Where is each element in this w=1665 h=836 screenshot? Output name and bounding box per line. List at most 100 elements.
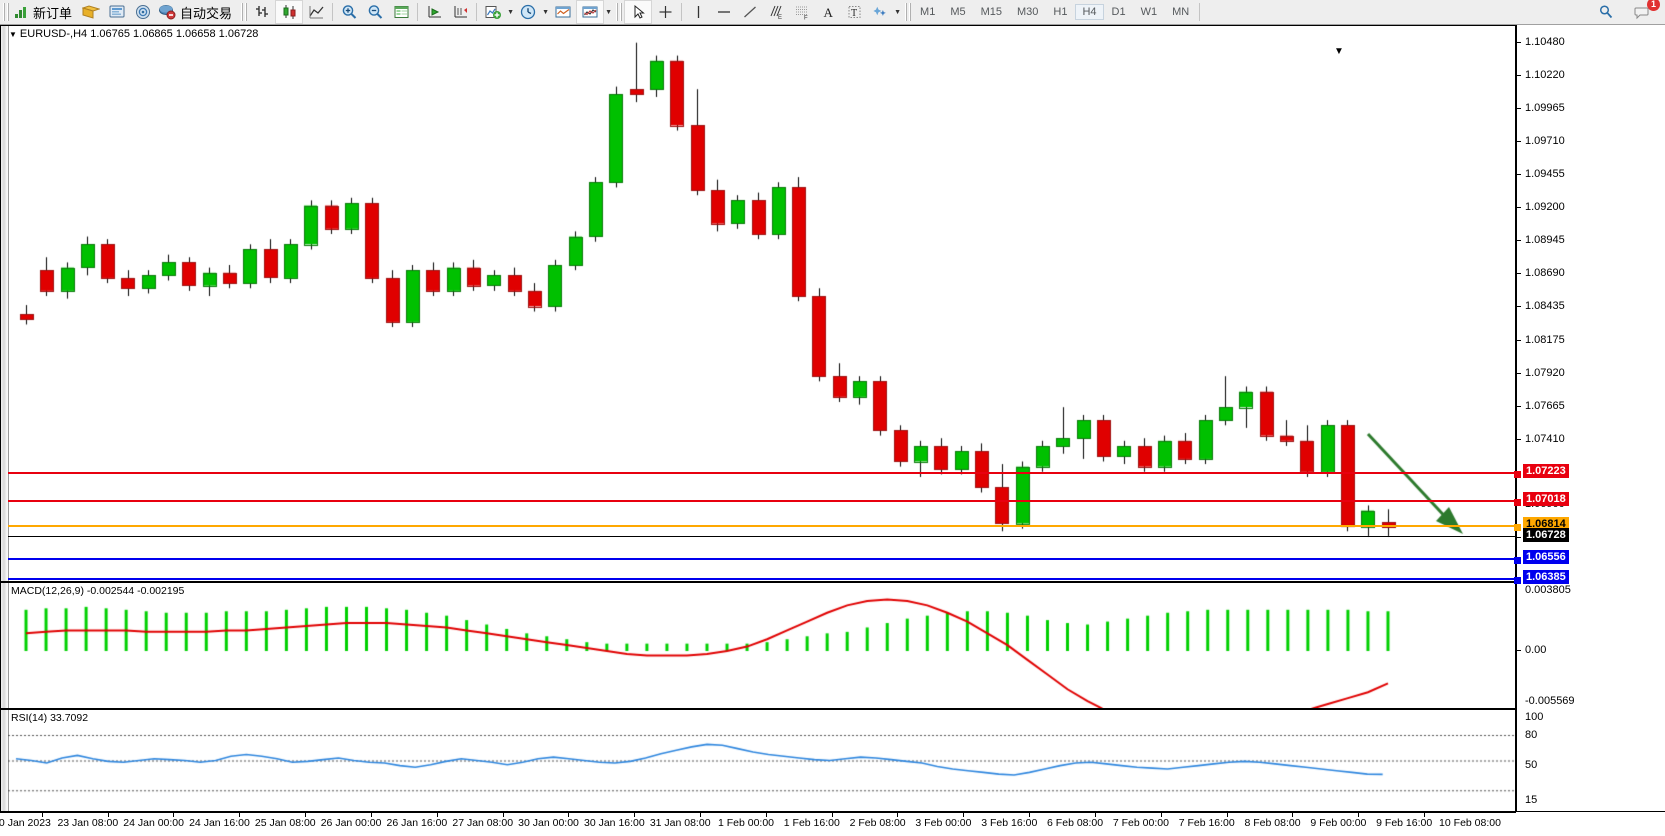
zoom-in-button[interactable] — [336, 1, 362, 23]
timeframe-m1[interactable]: M1 — [920, 6, 936, 18]
time-axis-tick — [1029, 813, 1031, 817]
time-axis-tick — [897, 813, 899, 817]
elliott-wave-button[interactable]: E — [763, 1, 789, 23]
line-chart-button[interactable] — [303, 1, 329, 23]
price-line[interactable] — [8, 471, 1521, 478]
cursor-button[interactable] — [624, 0, 653, 24]
price-pane[interactable]: ▼ EURUSD-,H4 1.06765 1.06865 1.06658 1.06… — [0, 25, 1521, 584]
price-axis-label: 1.07410 — [1525, 432, 1565, 445]
chart-collapse-icon[interactable]: ▼ — [9, 30, 17, 39]
rsi-pane[interactable]: RSI(14) 33.7092 — [0, 709, 1517, 812]
chart-title-text: EURUSD-,H4 1.06765 1.06865 1.06658 1.067… — [19, 28, 259, 40]
search-button[interactable] — [1593, 1, 1619, 23]
rsi-legend: RSI(14) 33.7092 — [11, 712, 89, 724]
text-button[interactable]: A — [815, 1, 841, 23]
toolbar-separator-2 — [417, 3, 419, 21]
chart-area[interactable]: ▼ EURUSD-,H4 1.06765 1.06865 1.06658 1.06… — [0, 25, 1665, 836]
toolbar-separator-3 — [476, 3, 478, 21]
price-canvas[interactable] — [8, 26, 1517, 581]
rsi-canvas[interactable] — [8, 710, 1517, 811]
price-line-handle[interactable] — [1514, 577, 1521, 584]
folder-button[interactable] — [78, 1, 104, 23]
chart-template-button[interactable] — [576, 0, 605, 24]
time-axis-tick — [173, 813, 175, 817]
period-dropdown-arrow[interactable]: ▼ — [542, 8, 549, 16]
label-button[interactable]: T — [841, 1, 867, 23]
timeframe-d1[interactable]: D1 — [1111, 6, 1126, 18]
time-axis-label: 3 Feb 00:00 — [915, 817, 972, 829]
price-line[interactable] — [8, 577, 1521, 584]
fibo-icon: F — [795, 6, 808, 20]
chart-shift-button[interactable] — [447, 1, 473, 23]
toolbar-grip-2[interactable] — [240, 3, 248, 21]
timeframe-h1[interactable]: H1 — [1053, 6, 1068, 18]
templates-button[interactable] — [550, 1, 576, 23]
trendline-button[interactable] — [737, 1, 763, 23]
chart-template-icon — [582, 6, 598, 18]
price-axis-label: 1.07665 — [1525, 399, 1565, 412]
terminal-button[interactable] — [104, 1, 130, 23]
price-axis[interactable]: 1.10480 1.10220 1.09965 1.09710 1.09455 1.092… — [1516, 25, 1665, 812]
price-axis-label: 1.08945 — [1525, 234, 1565, 247]
add-indicator-dropdown-arrow[interactable]: ▼ — [507, 8, 514, 16]
alert-button[interactable]: 1 — [1629, 0, 1660, 23]
horizontal-line-button[interactable] — [711, 1, 737, 23]
vertical-line-button[interactable] — [685, 1, 711, 23]
macd-legend: MACD(12,26,9) -0.002544 -0.002195 — [11, 585, 185, 597]
price-line-label[interactable]: 1.06814 — [1523, 517, 1569, 531]
chart-template-dropdown-arrow[interactable]: ▼ — [605, 8, 612, 16]
add-indicator-icon — [485, 6, 502, 19]
bar-chart-button[interactable] — [249, 1, 275, 23]
signal-button[interactable] — [130, 1, 156, 23]
price-line-handle[interactable] — [1514, 524, 1521, 531]
price-line[interactable] — [8, 536, 1517, 537]
macd-canvas[interactable] — [8, 583, 1517, 708]
rsi-axis-label: 15 — [1525, 794, 1538, 806]
autotrade-button[interactable]: 自动交易 — [156, 1, 238, 23]
time-axis[interactable]: 20 Jan 2023 23 Jan 08:00 24 Jan 00:00 24 Ja… — [0, 812, 1516, 836]
price-line-handle[interactable] — [1514, 471, 1521, 478]
price-line-handle[interactable] — [1514, 499, 1521, 506]
new-order-button[interactable]: 新订单 — [11, 1, 78, 23]
price-line[interactable] — [8, 524, 1521, 531]
line-chart-icon — [308, 6, 324, 19]
crosshair-button[interactable] — [652, 1, 678, 23]
price-line-label[interactable]: 1.06556 — [1523, 550, 1569, 564]
toolbar-grip-4[interactable] — [904, 3, 912, 21]
macd-axis-label: 0.00 — [1525, 644, 1547, 656]
zoom-in-icon — [342, 5, 356, 19]
price-line[interactable] — [8, 499, 1521, 506]
toolbar-grip[interactable] — [2, 3, 9, 21]
price-axis-label: 1.09710 — [1525, 135, 1565, 148]
price-line-label[interactable]: 1.07223 — [1523, 464, 1569, 478]
objects-button[interactable] — [867, 1, 893, 23]
label-icon: T — [848, 6, 861, 19]
elliott-icon: E — [770, 5, 782, 20]
timeframe-mn[interactable]: MN — [1172, 6, 1190, 18]
objects-dropdown-arrow[interactable]: ▼ — [894, 8, 901, 16]
timeframe-h4[interactable]: H4 — [1075, 4, 1104, 20]
period-button[interactable] — [515, 1, 541, 23]
data-window-button[interactable] — [388, 1, 414, 23]
add-indicator-button[interactable] — [480, 1, 506, 23]
macd-pane[interactable]: MACD(12,26,9) -0.002544 -0.002195 — [0, 582, 1517, 709]
timeframe-m15[interactable]: M15 — [980, 6, 1002, 18]
fibonacci-button[interactable]: F — [789, 1, 815, 23]
toolbar-grip-3[interactable] — [615, 3, 623, 21]
timeframe-m30[interactable]: M30 — [1017, 6, 1039, 18]
price-line[interactable] — [8, 557, 1521, 564]
time-axis-tick — [1424, 813, 1425, 817]
time-axis-label: 9 Feb 00:00 — [1310, 817, 1367, 829]
price-line-label[interactable]: 1.06385 — [1523, 570, 1569, 584]
auto-scroll-button[interactable] — [421, 1, 447, 23]
timeframe-m5[interactable]: M5 — [950, 6, 966, 18]
timeframe-w1[interactable]: W1 — [1140, 6, 1158, 18]
autotrade-icon — [159, 5, 176, 20]
price-line-handle[interactable] — [1514, 557, 1521, 564]
vline-icon — [697, 6, 699, 18]
price-axis-label: 1.08175 — [1525, 333, 1565, 346]
zoom-out-button[interactable] — [362, 1, 388, 23]
candlestick-chart-button[interactable] — [275, 0, 304, 24]
price-line-label[interactable]: 1.06728 — [1523, 528, 1569, 542]
price-line-label[interactable]: 1.07018 — [1523, 492, 1569, 506]
